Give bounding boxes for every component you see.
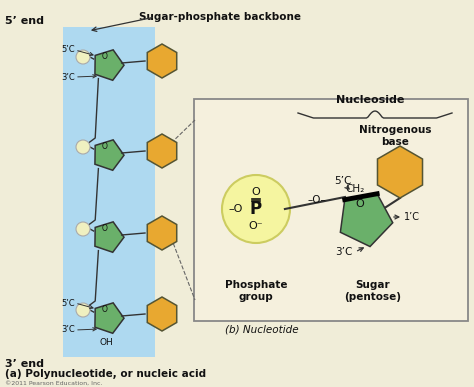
Text: 3’C: 3’C [61,325,75,334]
Text: Sugar-phosphate backbone: Sugar-phosphate backbone [139,12,301,22]
Polygon shape [95,50,124,80]
Circle shape [222,175,290,243]
Text: Nitrogenous
base: Nitrogenous base [359,125,431,147]
Polygon shape [377,146,422,198]
Text: 5’C: 5’C [61,298,74,308]
Text: Nucleoside: Nucleoside [336,95,404,105]
Text: (b) Nucleotide: (b) Nucleotide [225,324,299,334]
Text: O: O [102,52,108,61]
Circle shape [76,50,90,64]
Text: 3’C: 3’C [61,72,75,82]
Text: P: P [250,200,262,218]
Polygon shape [95,222,124,252]
Text: 5’ end: 5’ end [5,16,44,26]
Bar [63,27,155,357]
Text: –O: –O [229,204,243,214]
Circle shape [76,222,90,236]
Polygon shape [147,134,177,168]
Polygon shape [95,303,124,333]
Text: 1’C: 1’C [404,212,420,222]
Text: O: O [102,142,108,151]
Text: Phosphate
group: Phosphate group [225,281,287,302]
Text: OH: OH [99,338,113,347]
Text: O: O [102,224,108,233]
Text: O⁻: O⁻ [249,221,264,231]
Circle shape [76,303,90,317]
Circle shape [76,140,90,154]
Text: –O–: –O– [308,195,326,205]
FancyBboxPatch shape [194,99,468,321]
Polygon shape [95,140,124,170]
Text: O: O [102,305,108,314]
Text: (a) Polynucleotide, or nucleic acid: (a) Polynucleotide, or nucleic acid [5,369,206,379]
Text: O: O [356,199,365,209]
Polygon shape [147,216,177,250]
Polygon shape [340,194,393,247]
Text: 3’ end: 3’ end [5,359,44,369]
Text: O: O [252,187,260,197]
Text: 5’C: 5’C [334,176,352,186]
Text: Sugar
(pentose): Sugar (pentose) [345,281,401,302]
Polygon shape [147,44,177,78]
Text: CH₂: CH₂ [346,184,365,194]
Text: ©2011 Pearson Education, Inc.: ©2011 Pearson Education, Inc. [5,381,102,386]
Text: 3’C: 3’C [336,247,353,257]
Text: 5’C: 5’C [61,46,74,55]
Polygon shape [147,297,177,331]
